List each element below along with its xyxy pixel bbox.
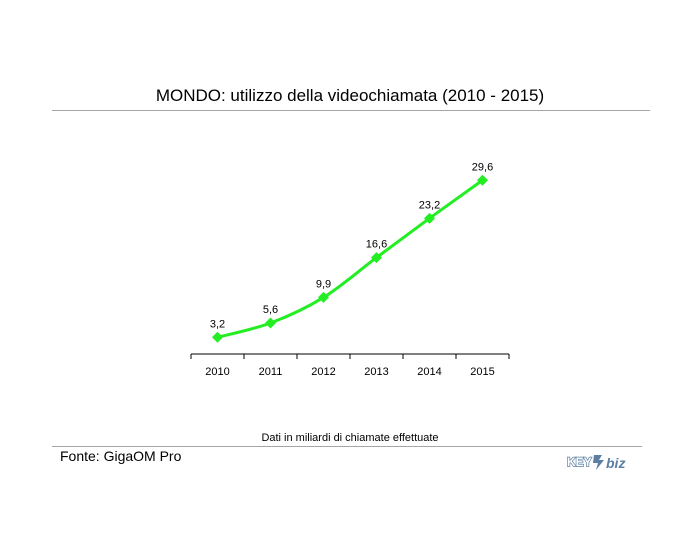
x-tick-label: 2014 xyxy=(417,366,441,378)
data-label: 29,6 xyxy=(472,161,493,173)
data-point-marker xyxy=(371,252,382,264)
svg-text:KEY: KEY xyxy=(567,455,592,469)
footer-divider xyxy=(52,446,642,447)
data-label: 16,6 xyxy=(366,239,387,251)
data-label-layer: 3,2 5,6 9,9 16,6 23,2 29,6 xyxy=(210,161,493,330)
svg-text:biz: biz xyxy=(606,455,625,471)
data-point-marker xyxy=(212,331,223,343)
data-point-marker xyxy=(318,291,329,303)
data-label: 5,6 xyxy=(263,304,278,316)
data-label: 9,9 xyxy=(316,278,331,290)
tick-label-layer: 2010 2011 2012 2013 2014 2015 xyxy=(205,366,494,378)
x-tick-label: 2015 xyxy=(470,366,494,378)
data-point-marker xyxy=(265,317,276,329)
data-point-marker xyxy=(424,212,435,224)
chart-note: Dati in miliardi di chiamate effettuate xyxy=(261,432,439,444)
key4biz-logo: KEY biz xyxy=(566,454,625,471)
x-tick-label: 2012 xyxy=(311,366,335,378)
x-axis xyxy=(190,353,510,359)
x-tick-label: 2011 xyxy=(259,366,283,378)
series-line-layer xyxy=(217,179,484,339)
title-divider xyxy=(52,110,650,111)
data-point-marker xyxy=(477,174,488,186)
data-label: 23,2 xyxy=(419,199,440,211)
x-tick-label: 2013 xyxy=(364,366,388,378)
chart-title: MONDO: utilizzo della videochiamata (201… xyxy=(155,86,545,105)
x-tick-label: 2010 xyxy=(205,366,229,378)
series-line xyxy=(217,179,484,339)
data-label: 3,2 xyxy=(210,318,225,330)
source-text: Fonte: GigaOM Pro xyxy=(60,448,182,464)
marker-layer xyxy=(212,174,488,343)
